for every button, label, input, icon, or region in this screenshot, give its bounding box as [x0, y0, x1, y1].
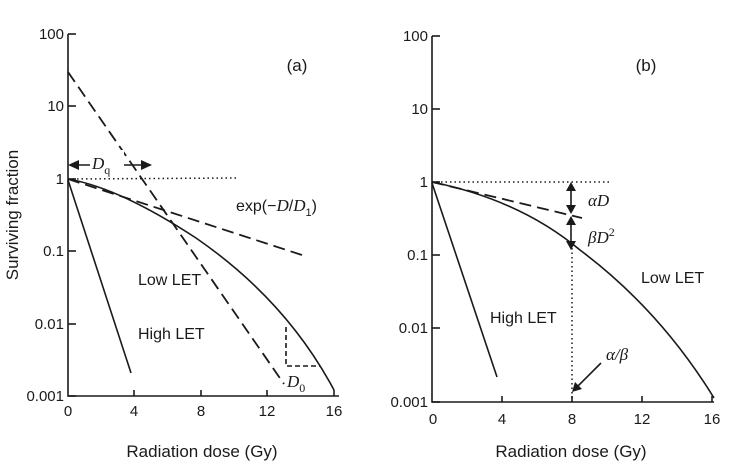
plot-lines: [67, 71, 335, 391]
y-tick-label: 0.001: [390, 394, 428, 411]
high-let-curve: [431, 182, 498, 378]
low-let-curve: [67, 178, 335, 391]
y-tick-label: 1: [56, 171, 64, 188]
high-let-label: High LET: [490, 310, 557, 327]
alpha-beta-pointer: [574, 362, 602, 390]
dq-arrowhead-right: [141, 160, 152, 170]
dq-marker: Dq: [68, 150, 152, 177]
y-axis-label: Surviving fraction: [3, 150, 22, 280]
beta-d2-label: βD2: [587, 225, 615, 247]
exp-annotation: exp(−D/D1): [236, 196, 317, 219]
high-let-curve: [67, 179, 132, 374]
y-tick-label: 1: [420, 174, 428, 191]
y-tick-label: 10: [411, 101, 428, 118]
y-tick-label: 0.1: [407, 247, 428, 264]
plot-lines: [431, 181, 715, 402]
dq-label-backing: [90, 150, 124, 174]
beta-d2-arrowhead-bottom: [566, 241, 576, 250]
initial-slope-dashed-line: [67, 178, 306, 257]
low-let-label: Low LET: [641, 270, 704, 287]
x-tick-label: 0: [429, 411, 437, 428]
alpha-beta-label: α/β: [606, 345, 629, 364]
y-tick-label: 100: [403, 28, 428, 45]
x-tick-label: 16: [326, 403, 343, 420]
low-let-label: Low LET: [138, 272, 201, 289]
x-ticks: 0 4 8 12 16: [429, 396, 721, 428]
y-tick-label: 100: [39, 26, 64, 43]
x-axis-label: Radiation dose (Gy): [495, 442, 646, 461]
alpha-d-label: αD: [588, 191, 610, 210]
x-tick-label: 16: [704, 411, 721, 428]
low-let-curve: [431, 181, 715, 399]
axes: [431, 36, 714, 403]
x-tick-label: 4: [130, 403, 138, 420]
y-tick-label: 0.001: [26, 388, 64, 405]
beta-d2-arrowhead-top: [566, 216, 576, 225]
alpha-beta-arrowhead: [572, 382, 582, 392]
x-tick-label: 8: [568, 411, 576, 428]
x-tick-label: 8: [197, 403, 205, 420]
x-tick-label: 12: [634, 411, 651, 428]
dq-label: Dq: [91, 154, 110, 177]
y-tick-label: 10: [47, 98, 64, 115]
x-axis-label: Radiation dose (Gy): [126, 442, 277, 461]
x-tick-label: 12: [259, 403, 276, 420]
d0-bracket: [285, 327, 320, 367]
d0-label: D0: [286, 372, 305, 395]
panel-b: Radiation dose (Gy) (b) 0.001 0.01 0.1 1…: [390, 28, 720, 461]
y-tick-label: 0.01: [399, 320, 428, 337]
panel-label: (a): [287, 56, 308, 75]
x-tick-label: 4: [498, 411, 506, 428]
high-let-label: High LET: [138, 326, 205, 343]
panel-a: Surviving fraction Radiation dose (Gy) (…: [3, 26, 342, 461]
y-tick-label: 0.1: [43, 243, 64, 260]
y-ticks: 0.001 0.01 0.1 1 10 100: [26, 26, 76, 405]
x-ticks: 0 4 8 12 16: [64, 390, 343, 420]
unity-reference-dotted-line: [67, 177, 237, 180]
dq-arrowhead-left: [68, 160, 79, 170]
alpha-d-arrowhead-top: [566, 182, 576, 191]
panel-label: (b): [636, 56, 657, 75]
dose-component-arrows: [566, 182, 602, 392]
y-tick-label: 0.01: [35, 316, 64, 333]
alpha-d-arrowhead-bottom: [566, 205, 576, 214]
extrapolation-dashed-line: [67, 71, 285, 385]
x-tick-label: 0: [64, 403, 72, 420]
